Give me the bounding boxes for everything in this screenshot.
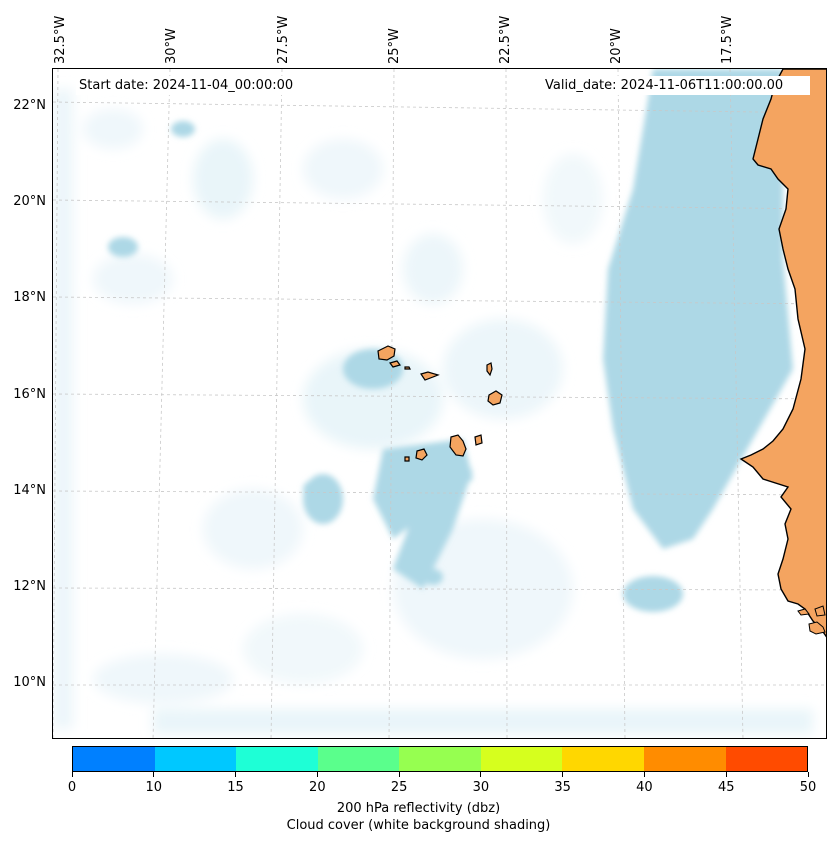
colorbar-tick — [643, 772, 645, 777]
lon-label-32-5w: 32.5°W — [53, 15, 68, 64]
colorbar-tick — [725, 772, 727, 777]
colorbar-tick — [562, 772, 564, 777]
lon-label-17-5w: 17.5°W — [720, 15, 735, 64]
colorbar-tick — [480, 772, 482, 777]
island-sao-vicente — [388, 360, 402, 368]
cloud-cover-light — [53, 89, 813, 734]
bissagos-islands — [797, 605, 826, 635]
map-canvas — [53, 69, 826, 738]
lat-label-10n: 10°N — [13, 675, 46, 690]
colorbar-segment-5 — [480, 747, 563, 771]
colorbar-subtitle: Cloud cover (white background shading) — [286, 818, 551, 833]
colorbar-title: 200 hPa reflectivity (dbz) — [336, 801, 501, 816]
colorbar-tick — [153, 772, 155, 777]
colorbar-tick — [316, 772, 318, 777]
lon-label-22-5w: 22.5°W — [498, 15, 513, 64]
island-santiago — [449, 434, 467, 457]
colorbar-tick — [71, 772, 73, 777]
lon-label-25w: 25°W — [387, 28, 402, 64]
lat-label-22n: 22°N — [13, 98, 46, 113]
colorbar-segment-4 — [399, 747, 481, 771]
lat-label-20n: 20°N — [13, 194, 46, 209]
island-santa-luzia — [404, 366, 411, 370]
colorbar-tick-label: 10 — [145, 780, 163, 795]
colorbar-tick-label: 45 — [717, 780, 735, 795]
start-date-label: Start date: 2024-11-04_00:00:00 — [76, 76, 297, 95]
colorbar-tick-label: 40 — [636, 780, 653, 795]
cape-verde-islands — [377, 345, 503, 462]
colorbar-segment-8 — [725, 747, 808, 771]
colorbar-segment-0 — [73, 747, 155, 771]
lon-label-20w: 20°W — [609, 28, 624, 64]
island-sao-nicolau — [420, 371, 440, 381]
lon-label-30w: 30°W — [164, 28, 179, 64]
colorbar-tick-label: 15 — [227, 780, 244, 795]
colorbar-tick-label: 30 — [472, 780, 490, 795]
lat-label-14n: 14°N — [13, 483, 46, 498]
cloud-cover-dense — [108, 69, 793, 612]
lat-label-12n: 12°N — [13, 579, 46, 594]
colorbar-tick-label: 0 — [67, 780, 77, 795]
island-boa-vista — [487, 390, 503, 406]
island-sal — [486, 362, 493, 377]
colorbar-segment-6 — [562, 747, 644, 771]
colorbar-tick-label: 35 — [554, 780, 571, 795]
colorbar-tick-label: 25 — [390, 780, 408, 795]
colorbar-segment-1 — [154, 747, 237, 771]
graticule — [53, 69, 826, 738]
valid-date-label: Valid_date: 2024-11-06T11:00:00.00 — [542, 76, 810, 95]
map-panel[interactable] — [52, 68, 827, 739]
lat-label-18n: 18°N — [13, 290, 46, 305]
colorbar-tick-label: 50 — [799, 780, 817, 795]
colorbar-tick — [235, 772, 237, 777]
island-fogo — [415, 448, 428, 461]
colorbar-segment-3 — [317, 747, 400, 771]
island-santo-antao — [377, 345, 396, 361]
lat-label-16n: 16°N — [13, 387, 46, 402]
africa-landmass — [739, 69, 826, 638]
colorbar-segment-7 — [643, 747, 726, 771]
colorbar-tick — [398, 772, 400, 777]
island-brava — [404, 456, 410, 462]
lon-label-27-5w: 27.5°W — [276, 15, 291, 64]
colorbar-tick — [807, 772, 809, 777]
island-maio — [474, 434, 483, 446]
colorbar-segment-2 — [236, 747, 318, 771]
reflectivity-colorbar — [72, 746, 808, 772]
colorbar-tick-label: 20 — [309, 780, 326, 795]
